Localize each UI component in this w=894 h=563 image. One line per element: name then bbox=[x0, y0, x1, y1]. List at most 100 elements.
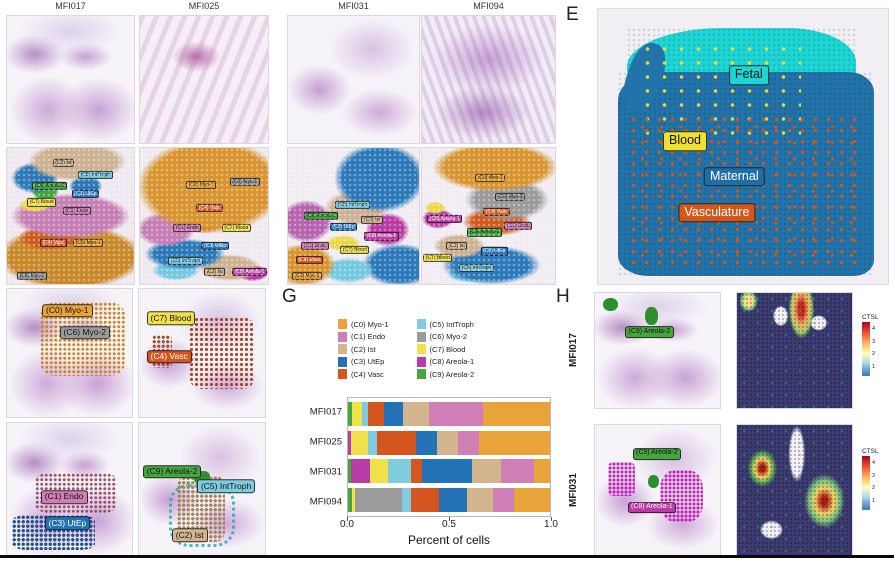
sample-title: MFI025 bbox=[188, 1, 220, 11]
bar-segment-c8 bbox=[351, 459, 371, 484]
histology-image bbox=[287, 15, 420, 144]
cluster-map-image: (C0) Myo-1 (C6) Myo-2 (C4) Vasc (C1) Endo (C… bbox=[139, 147, 269, 285]
legend-label: (C2) Ist bbox=[351, 344, 376, 354]
legend-item-c4: (C4) Vasc bbox=[338, 369, 389, 379]
cluster-label-c1: (C1) Endo bbox=[173, 224, 202, 233]
panel-letter-h: H bbox=[556, 286, 570, 307]
legend-swatch-c2 bbox=[338, 344, 347, 354]
sample-column-3: MFI031 (C5) IntTroph (C9) Areola-2 (C2) Is… bbox=[287, 0, 420, 285]
y-category-label: MFI094 bbox=[309, 496, 342, 508]
legend-item-c7: (C7) Blood bbox=[416, 344, 475, 354]
bar-segment-c1 bbox=[501, 459, 534, 484]
sample-column-4: MFI094 (C0) Myo-1 (C6) Myo-2 (C4) Vasc (C8)… bbox=[421, 0, 556, 285]
annotated-histology-blood-vasc: (C7) Blood (C4) Vasc bbox=[138, 288, 266, 418]
cluster-label-c3: (C3) UtEp bbox=[44, 516, 91, 531]
legend-label: (C3) UtEp bbox=[351, 357, 385, 366]
h-histology-mfi031: (C9) Areola-2 (C8) Areola-1 bbox=[594, 424, 721, 557]
cluster-label-c2: (C2) Ist bbox=[204, 267, 226, 276]
cluster-label-c9: (C9) Areola-2 bbox=[467, 228, 502, 237]
cluster-label-c0: (C0) Myo-1 bbox=[475, 173, 506, 183]
x-axis-label: Percent of cells bbox=[407, 533, 491, 547]
bar-segment-c7 bbox=[352, 402, 363, 427]
cluster-map-image: (C0) Myo-1 (C6) Myo-2 (C4) Vasc (C8) Areola… bbox=[421, 147, 556, 285]
cluster-label-c4: (C4) Vasc bbox=[196, 203, 224, 212]
cluster-label-c6: (C6) Myo-2 bbox=[229, 177, 260, 187]
bar-segment-c9 bbox=[348, 487, 353, 512]
bar-segment-c5 bbox=[388, 459, 411, 484]
panel-letter-g: G bbox=[282, 286, 297, 307]
cluster-map-image: (C5) IntTroph (C9) Areola-2 (C2) Ist (C3) U… bbox=[287, 147, 420, 285]
cluster-label-c8: (C8) Areola-1 bbox=[427, 214, 463, 223]
areola2-region bbox=[647, 474, 659, 488]
cluster-label-c9: (C9) Areola-2 bbox=[303, 211, 339, 221]
cluster-label-c7: (C7) Blood bbox=[340, 245, 370, 255]
legend-swatch-c1 bbox=[338, 331, 347, 342]
cluster-label-c0: (C0) Myo-1 bbox=[73, 239, 104, 248]
colorbar-tick: 3 bbox=[872, 338, 876, 345]
legend-label: (C4) Vasc bbox=[351, 369, 384, 379]
legend-label: (C9) Areola-2 bbox=[429, 369, 475, 379]
areola2-region bbox=[645, 306, 658, 326]
legend-swatch-c9 bbox=[416, 369, 426, 379]
stacked-bar-mfi094 bbox=[348, 487, 550, 512]
legend-item-c6: (C6) Myo-2 bbox=[416, 331, 475, 342]
h-row-sample-label: MFI031 bbox=[568, 473, 579, 508]
cluster-label-c5: (C5) IntTroph bbox=[168, 256, 203, 265]
colorbar-gradient bbox=[862, 456, 870, 510]
chart-plot-area bbox=[347, 397, 551, 517]
y-category-label: MFI025 bbox=[309, 436, 342, 448]
cluster-label-c4: (C4) Vasc bbox=[146, 350, 192, 364]
bar-segment-c6 bbox=[355, 487, 402, 512]
cluster-label-c8: (C8) Areola-1 bbox=[363, 232, 399, 241]
cluster-label-c1: (C1) Endo bbox=[301, 241, 329, 251]
cluster-label-c6: (C6) Myo-2 bbox=[495, 192, 526, 202]
colorbar-tick: 4 bbox=[872, 326, 876, 332]
legend-swatch-c6 bbox=[416, 331, 426, 342]
cluster-label-c3: (C3) UtEp bbox=[201, 241, 229, 251]
sample-column-1: MFI017 (C2) Ist (C5) IntTroph (C9) Areola-… bbox=[6, 0, 135, 285]
x-tick-mark bbox=[449, 517, 450, 521]
y-category-label: MFI031 bbox=[309, 466, 342, 478]
cluster-region bbox=[189, 317, 255, 389]
bar-segment-c1 bbox=[428, 402, 484, 427]
stacked-bar-mfi017 bbox=[348, 402, 550, 427]
bar-segment-c5 bbox=[401, 487, 411, 512]
cluster-label-c2: (C2) Ist bbox=[361, 215, 383, 225]
colorbar: CTSL 4 3 2 1 bbox=[862, 448, 892, 510]
bar-segment-c2 bbox=[436, 430, 459, 455]
cluster-label-c7: (C7) Blood bbox=[27, 198, 57, 207]
cluster-label-c0: (C0) Myo-1 bbox=[42, 303, 93, 318]
cluster-label-c7: (C7) Blood bbox=[221, 224, 251, 233]
x-tick-mark bbox=[347, 517, 348, 521]
legend-swatch-c5 bbox=[416, 319, 426, 329]
colorbar-tick: 4 bbox=[872, 460, 876, 466]
legend-item-c0: (C0) Myo-1 bbox=[338, 319, 389, 329]
cluster-label-c7: (C7) Blood bbox=[423, 254, 453, 263]
legend-swatch-c7 bbox=[416, 344, 426, 354]
x-tick-mark bbox=[551, 517, 552, 521]
bar-segment-c9 bbox=[348, 402, 353, 427]
x-tick-label: 0.5 bbox=[442, 519, 456, 530]
bar-segment-c9 bbox=[348, 459, 352, 484]
cluster-label-c3: (C3) UtEp bbox=[71, 190, 99, 199]
cluster-label-c5: (C5) IntTroph bbox=[78, 171, 113, 180]
stacked-bar-chart: MFI017 MFI025 MFI031 MFI094 0.0 0.5 1.0 Perce… bbox=[296, 393, 558, 558]
bar-segment-c7 bbox=[370, 459, 389, 484]
cluster-label-c1: (C1) Endo bbox=[40, 490, 88, 504]
legend-label: (C1) Endo bbox=[351, 332, 386, 341]
legend-item-c2: (C2) Ist bbox=[338, 344, 389, 354]
legend-swatch-c3 bbox=[338, 356, 347, 367]
bar-segment-c0 bbox=[479, 430, 550, 455]
bar-segment-c2 bbox=[467, 487, 494, 512]
bar-segment-c5 bbox=[362, 402, 369, 427]
colorbar-title: CTSL bbox=[862, 314, 879, 321]
bar-segment-c1 bbox=[458, 430, 480, 455]
stacked-bar-mfi025 bbox=[348, 430, 550, 455]
cluster-label-c9: (C9) Areola-2 bbox=[632, 447, 682, 460]
x-tick-label: 0.0 bbox=[340, 519, 354, 530]
bar-segment-c1 bbox=[493, 487, 514, 512]
legend-label: (C6) Myo-2 bbox=[429, 332, 468, 341]
legend-item-c3: (C3) UtEp bbox=[338, 356, 389, 367]
sample-title: MFI017 bbox=[55, 1, 86, 11]
